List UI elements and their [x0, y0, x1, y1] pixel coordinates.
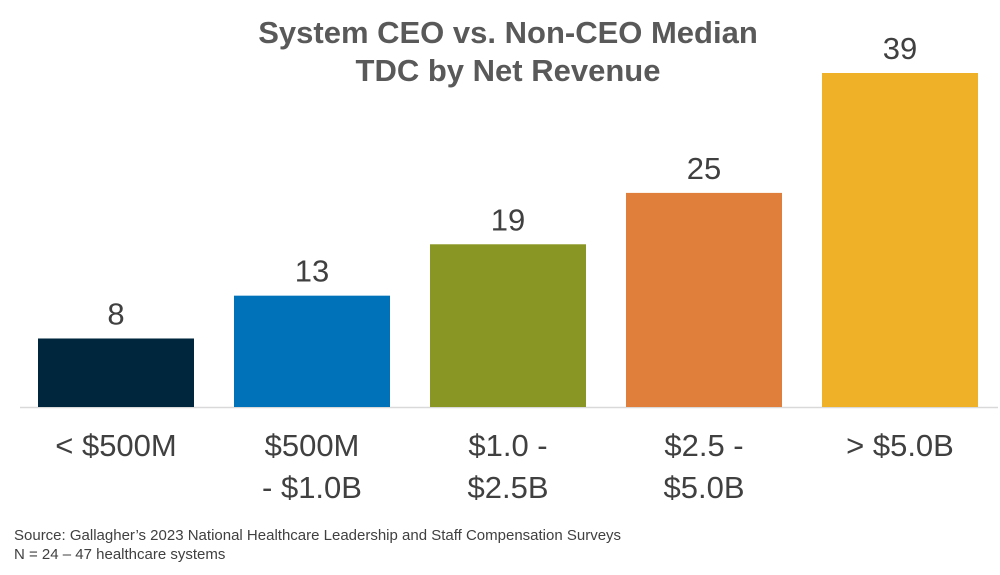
category-label: > $5.0B — [846, 428, 954, 463]
bar — [430, 244, 586, 407]
data-label: 39 — [883, 31, 917, 66]
chart-title-line-2: TDC by Net Revenue — [355, 53, 661, 88]
data-label: 25 — [687, 151, 721, 186]
category-label: $5.0B — [663, 470, 744, 505]
bar — [38, 338, 194, 407]
bar — [822, 73, 978, 407]
bar — [234, 295, 390, 407]
source-note: Source: Gallagher’s 2023 National Health… — [14, 527, 622, 544]
category-label: $2.5B — [467, 470, 548, 505]
data-label: 8 — [107, 296, 124, 331]
category-label: $2.5 - — [664, 428, 743, 463]
data-label: 19 — [491, 202, 525, 237]
sample-size-note: N = 24 – 47 healthcare systems — [14, 546, 226, 563]
data-label: 13 — [295, 254, 329, 289]
category-label: $500M — [265, 428, 360, 463]
chart-title-line-1: System CEO vs. Non-CEO Median — [258, 15, 758, 50]
chart-title: System CEO vs. Non-CEO Median TDC by Net… — [208, 14, 808, 90]
category-label: - $1.0B — [262, 470, 362, 505]
category-label: < $500M — [55, 428, 177, 463]
bar — [626, 192, 782, 407]
category-label: $1.0 - — [468, 428, 547, 463]
